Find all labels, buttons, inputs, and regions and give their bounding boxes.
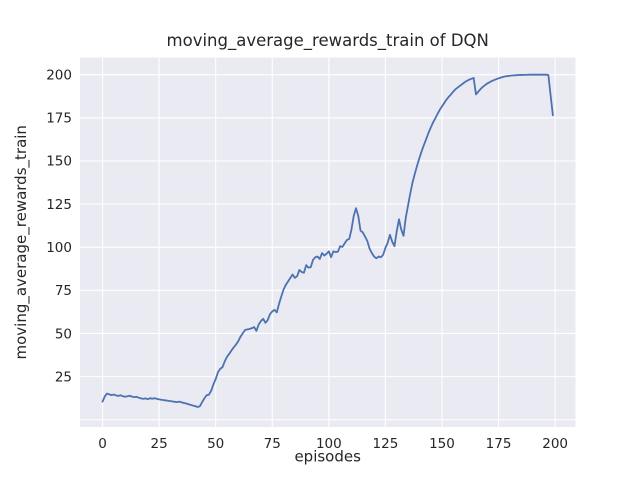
y-tick-label: 50: [55, 326, 72, 342]
y-axis-label: moving_average_rewards_train: [12, 125, 31, 359]
x-axis-label: episodes: [294, 448, 361, 466]
chart-title: moving_average_rewards_train of DQN: [167, 31, 489, 51]
x-tick-label: 125: [373, 436, 399, 452]
x-tick-label: 100: [316, 436, 342, 452]
series-line-moving_average_rewards_train: [101, 73, 554, 408]
x-tick-label: 75: [264, 436, 281, 452]
y-tick-label: 200: [46, 67, 72, 83]
y-tick-label: 25: [55, 369, 72, 385]
x-tick-label: 200: [542, 436, 568, 452]
y-tick-label: 175: [46, 111, 72, 127]
y-tick-label: 75: [55, 283, 72, 299]
x-tick-label: 25: [151, 436, 168, 452]
x-tick-label: 150: [429, 436, 455, 452]
x-tick-label: 0: [98, 436, 107, 452]
y-tick-label: 100: [46, 240, 72, 256]
x-tick-label: 175: [486, 436, 512, 452]
y-tick-label: 150: [46, 154, 72, 170]
axes-panel: [80, 57, 576, 427]
x-tick-label: 50: [207, 436, 224, 452]
y-tick-label: 125: [46, 197, 72, 213]
